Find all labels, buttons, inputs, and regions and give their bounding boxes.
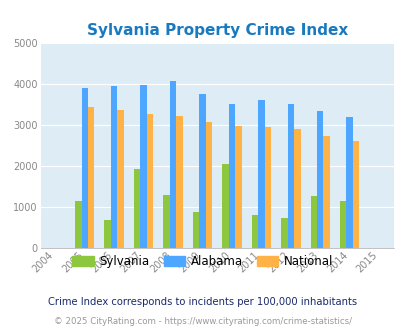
Bar (104, 220, 111, 248)
Bar (287, 104, 293, 248)
Bar (88, 107, 94, 248)
Bar (140, 84, 147, 248)
Bar (323, 136, 329, 248)
Bar (134, 169, 140, 248)
Bar (352, 141, 358, 248)
Text: © 2025 CityRating.com - https://www.cityrating.com/crime-statistics/: © 2025 CityRating.com - https://www.city… (54, 317, 351, 326)
Text: Crime Index corresponds to incidents per 100,000 inhabitants: Crime Index corresponds to incidents per… (48, 297, 357, 307)
Bar (117, 110, 124, 248)
Bar (147, 114, 153, 248)
Bar (258, 100, 264, 248)
Bar (264, 127, 271, 248)
Bar (199, 94, 205, 248)
Bar (205, 122, 212, 248)
Bar (163, 195, 169, 248)
Bar (280, 218, 287, 248)
Title: Sylvania Property Crime Index: Sylvania Property Crime Index (86, 22, 347, 38)
Bar (111, 86, 117, 248)
Bar (234, 126, 241, 248)
Bar (339, 201, 345, 248)
Bar (176, 116, 182, 248)
Bar (192, 212, 199, 248)
Bar (169, 81, 176, 248)
Bar (75, 201, 81, 248)
Bar (228, 104, 234, 248)
Bar (293, 129, 300, 248)
Bar (251, 215, 258, 248)
Bar (222, 164, 228, 248)
Bar (81, 88, 88, 248)
Bar (345, 117, 352, 248)
Bar (316, 111, 323, 248)
Legend: Sylvania, Alabama, National: Sylvania, Alabama, National (67, 250, 338, 273)
Bar (310, 196, 316, 248)
